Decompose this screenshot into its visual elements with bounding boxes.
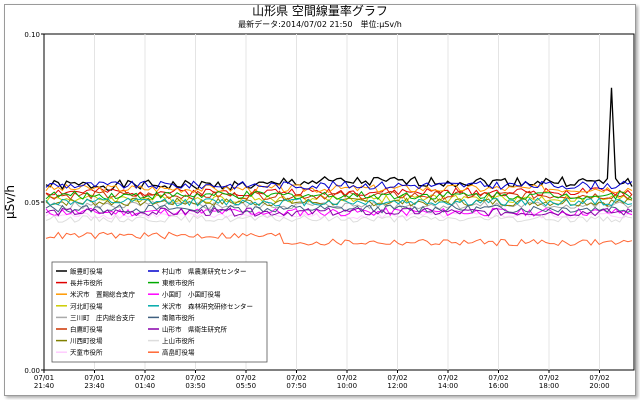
series-line (45, 204, 633, 214)
legend-label: 天童市役所 (70, 348, 103, 357)
series-line (45, 207, 633, 217)
y-tick-label: 0.05 (24, 199, 40, 207)
x-tick-time: 14:00 (438, 382, 458, 390)
x-tick-date: 07/02 (286, 374, 306, 382)
x-tick-date: 07/02 (438, 374, 458, 382)
x-tick-time: 05:50 (236, 382, 256, 390)
y-tick-label: 0.00 (24, 367, 40, 375)
x-tick-date: 07/02 (488, 374, 508, 382)
x-tick-time: 07:50 (286, 382, 306, 390)
series-line (45, 231, 633, 247)
legend-label: 河北町役場 (70, 301, 103, 310)
series-line (45, 180, 633, 191)
series-line (45, 184, 633, 194)
series-line (45, 193, 633, 204)
series-line (45, 187, 633, 197)
x-tick-time: 03:50 (185, 382, 205, 390)
x-tick-time: 16:00 (488, 382, 508, 390)
legend-label: 小国町 小国町役場 (162, 290, 221, 299)
chart-title: 山形県 空間線量率グラフ (252, 3, 388, 18)
x-tick-time: 10:00 (337, 382, 357, 390)
x-tick-date: 07/02 (135, 374, 155, 382)
legend-label: 南陽市役所 (162, 313, 195, 322)
chart-subtitle: 最新データ:2014/07/02 21:50 単位:μSv/h (238, 19, 402, 29)
legend-label: 村山市 県農業研究センター (162, 267, 247, 276)
x-tick-time: 21:40 (34, 382, 54, 390)
x-tick-time: 18:00 (539, 382, 559, 390)
legend-label: 米沢市 森林研究研修センター (162, 301, 253, 310)
y-tick-label: 0.10 (24, 31, 40, 39)
legend-label: 川西町役場 (70, 336, 103, 345)
legend-label: 長井市役所 (70, 278, 103, 287)
x-tick-date: 07/01 (84, 374, 104, 382)
x-tick-date: 07/02 (236, 374, 256, 382)
legend-label: 高畠町役場 (162, 348, 195, 357)
series-line (45, 190, 633, 200)
x-tick-date: 07/01 (34, 374, 54, 382)
series-line (45, 87, 633, 192)
x-tick-time: 20:00 (589, 382, 609, 390)
series-line (45, 214, 633, 224)
legend-label: 米沢市 置賜総合支庁 (70, 290, 136, 299)
x-tick-date: 07/02 (337, 374, 357, 382)
legend-label: 三川町 庄内総合支庁 (70, 313, 136, 322)
x-tick-time: 12:00 (387, 382, 407, 390)
legend-label: 東根市役所 (162, 278, 195, 287)
x-tick-date: 07/02 (589, 374, 609, 382)
legend-label: 飯豊町役場 (70, 267, 103, 276)
x-tick-time: 01:40 (135, 382, 155, 390)
x-tick-date: 07/02 (539, 374, 559, 382)
series-line (45, 197, 633, 207)
x-tick-date: 07/02 (387, 374, 407, 382)
legend-label: 白鷹町役場 (70, 325, 103, 334)
y-axis-label: μSv/h (3, 185, 17, 219)
legend-label: 上山市役所 (162, 336, 195, 345)
x-tick-time: 23:40 (84, 382, 104, 390)
legend-label: 山形市 県衛生研究所 (162, 325, 228, 334)
legend-box (51, 261, 268, 363)
x-tick-date: 07/02 (185, 374, 205, 382)
